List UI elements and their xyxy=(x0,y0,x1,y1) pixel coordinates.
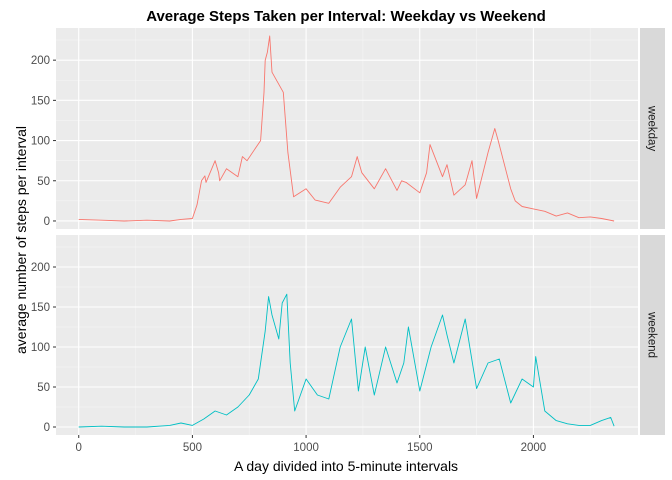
x-tick-label: 500 xyxy=(183,442,202,454)
chart-title: Average Steps Taken per Interval: Weekda… xyxy=(146,8,546,25)
panel-weekend: 0 50 100 150 200 weekend xyxy=(31,235,665,435)
y-tick-label: 150 xyxy=(31,95,50,107)
y-tick-label: 0 xyxy=(44,422,50,434)
y-tick-label: 200 xyxy=(31,262,50,274)
y-tick-label: 50 xyxy=(37,382,50,394)
y-axis-title: average number of steps per interval xyxy=(13,126,29,354)
x-tick-label: 2000 xyxy=(521,442,547,454)
facet-strip-label: weekend xyxy=(646,311,658,358)
facet-panels: 0 50 100 150 200 weekday 0 50 100 150 200 weekend xyxy=(31,28,665,435)
x-tick-label: 1500 xyxy=(407,442,433,454)
panel-background xyxy=(56,235,638,435)
y-tick-label: 150 xyxy=(31,302,50,314)
y-tick-label: 200 xyxy=(31,55,50,67)
facet-strip xyxy=(640,235,665,435)
x-axis-title: A day divided into 5-minute intervals xyxy=(234,458,458,474)
y-tick-label: 0 xyxy=(44,216,50,228)
y-tick-label: 100 xyxy=(31,342,50,354)
y-tick-label: 100 xyxy=(31,136,50,148)
facet-strip-label: weekday xyxy=(646,105,658,152)
panel-weekday: 0 50 100 150 200 weekday xyxy=(31,28,665,229)
x-axis: 0 500 1000 1500 2000 xyxy=(76,435,547,454)
x-tick-label: 1000 xyxy=(293,442,319,454)
panel-background xyxy=(56,28,638,229)
series-line-weekend xyxy=(78,293,615,428)
facet-strip xyxy=(640,28,665,229)
x-tick-label: 0 xyxy=(76,442,82,454)
y-tick-label: 50 xyxy=(37,176,50,188)
series-line-weekday xyxy=(78,35,615,222)
